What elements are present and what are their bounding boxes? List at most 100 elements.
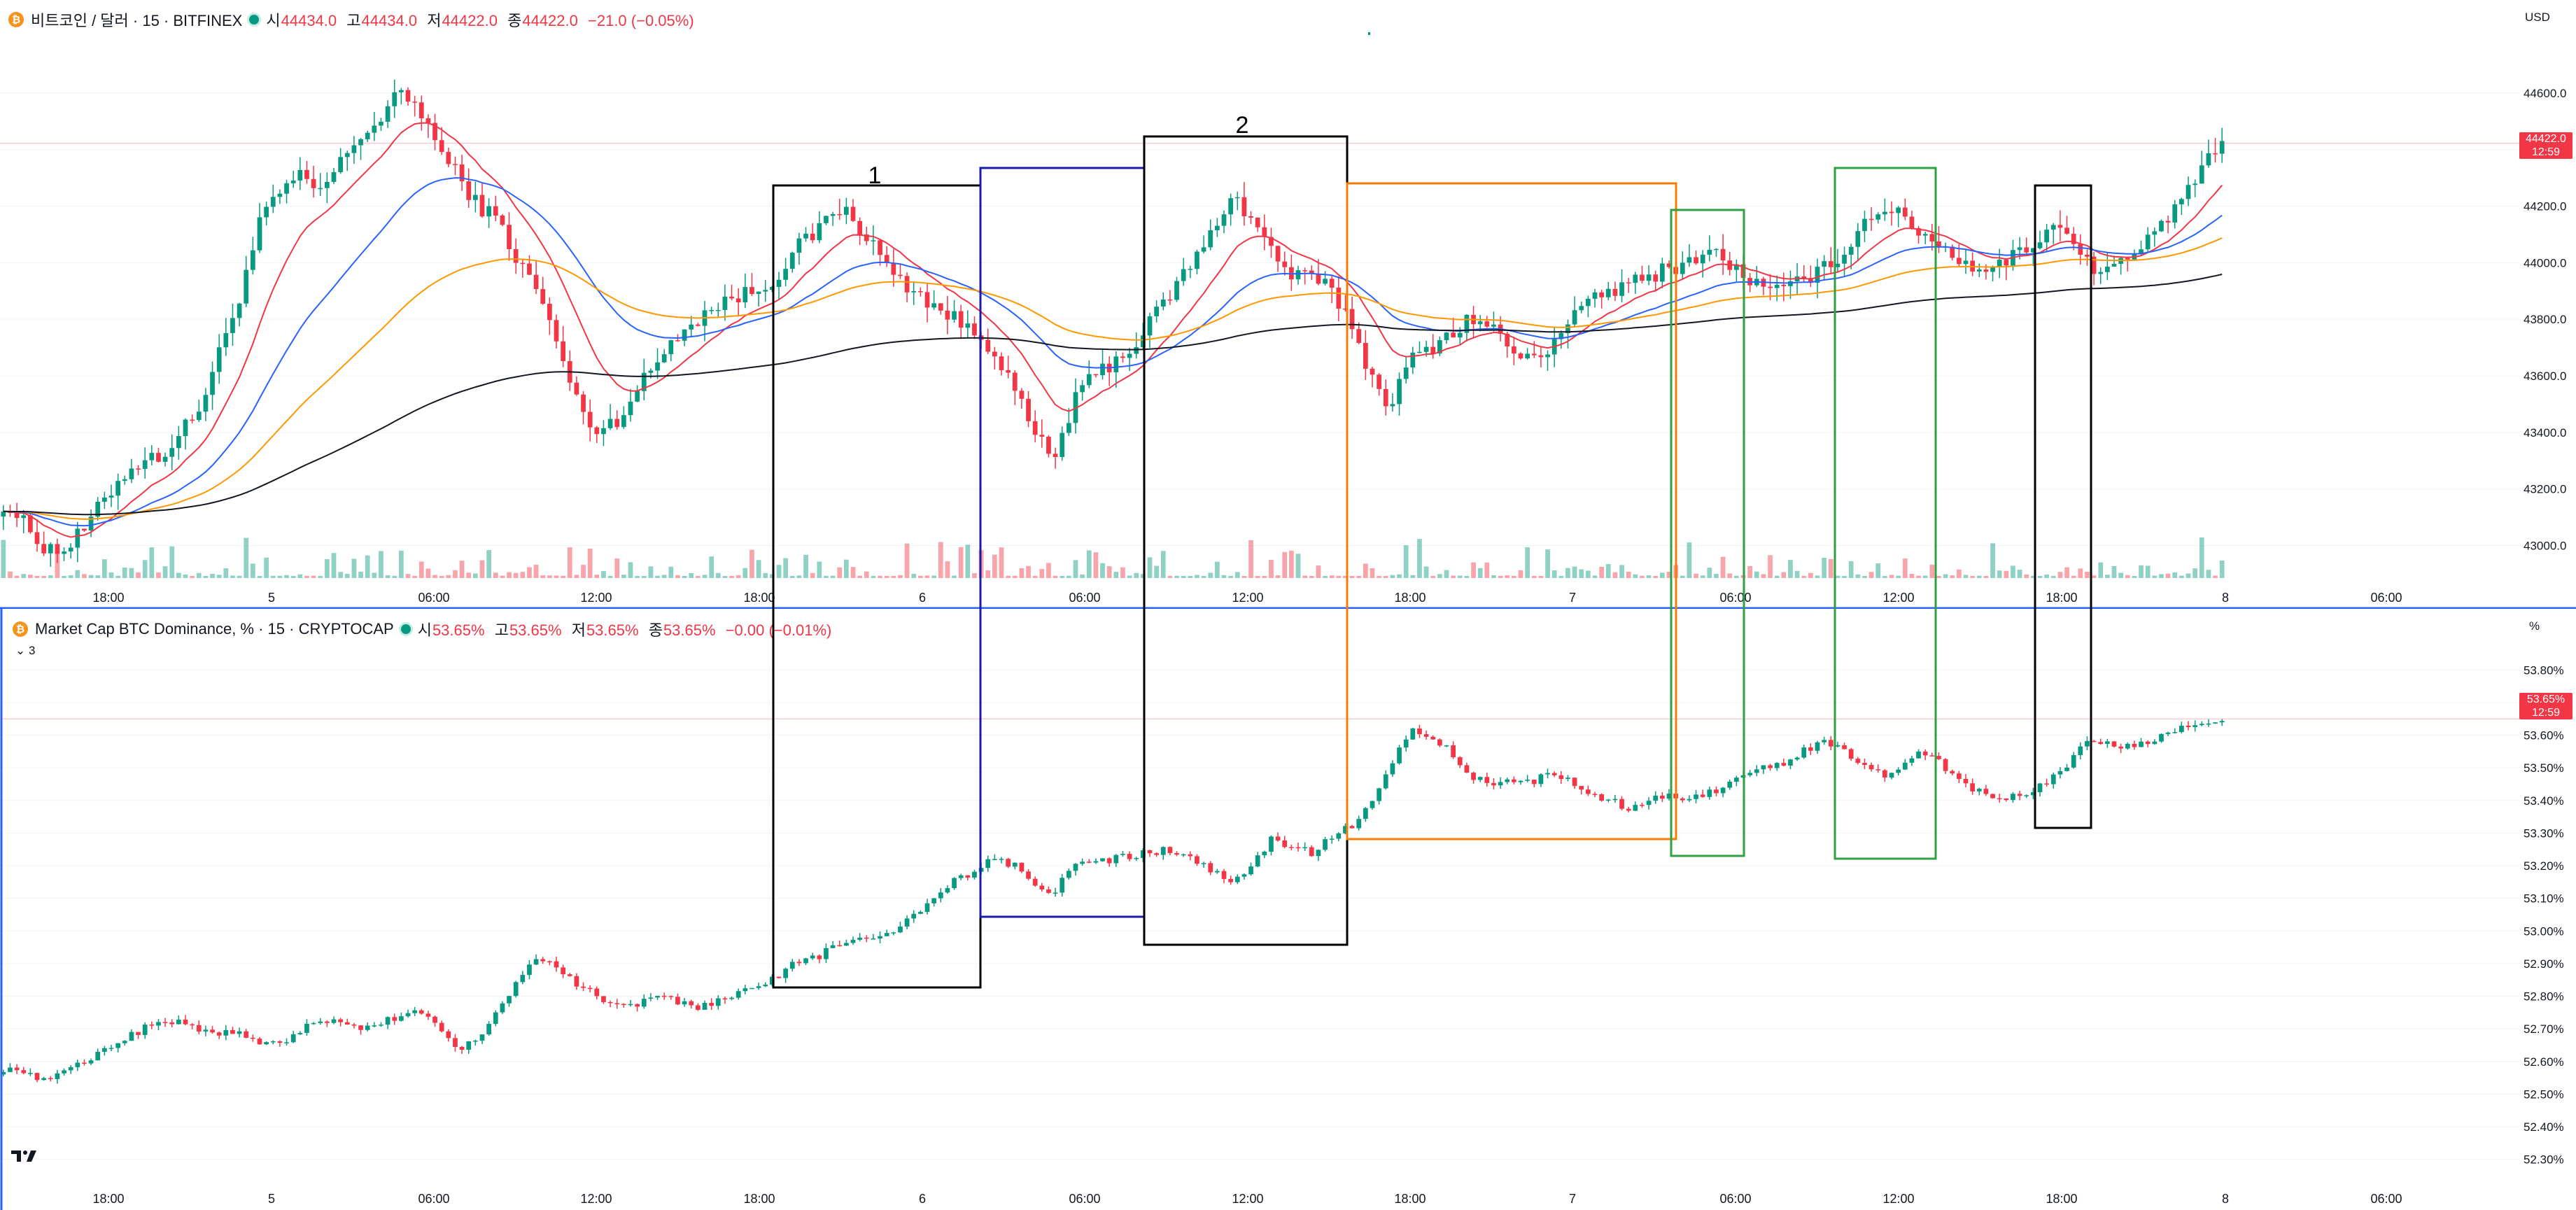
candle xyxy=(1457,757,1463,766)
x-tick-label: 6 xyxy=(919,1192,926,1206)
candle xyxy=(1195,251,1199,269)
volume-bar xyxy=(1410,575,1416,578)
candle xyxy=(237,1031,242,1034)
y-tick-label: 44600.0 xyxy=(2524,87,2566,100)
volume-bar xyxy=(1599,566,1605,578)
volume-bar xyxy=(1983,576,1989,578)
volume-bar xyxy=(1666,572,1672,578)
volume-bar xyxy=(196,572,202,578)
volume-bar xyxy=(1619,565,1624,578)
candle xyxy=(230,318,235,333)
volume-bar xyxy=(1633,574,1638,578)
candle xyxy=(277,1041,283,1043)
indicators-collapse-button[interactable]: ⌄ 3 xyxy=(15,644,35,658)
volume-bar xyxy=(1700,575,1705,578)
candle xyxy=(891,262,896,275)
pane-background xyxy=(0,609,2576,1210)
candle xyxy=(115,1043,121,1048)
volume-bar xyxy=(655,575,660,578)
candle xyxy=(62,551,66,554)
volume-bar xyxy=(237,575,242,578)
volume-bar xyxy=(2085,572,2090,578)
candle xyxy=(999,356,1004,370)
candle xyxy=(1774,763,1780,768)
market-status-icon[interactable] xyxy=(400,624,411,634)
candle xyxy=(88,516,94,531)
candle xyxy=(1768,286,1773,288)
candle xyxy=(129,468,134,479)
dominance-pane[interactable]: 53.80%53.70%53.60%53.50%53.40%53.30%53.2… xyxy=(0,609,2576,1210)
candle xyxy=(1687,257,1692,263)
candle xyxy=(2030,248,2036,253)
candle xyxy=(344,1022,350,1025)
candle xyxy=(830,945,836,948)
x-tick-label: 7 xyxy=(1569,591,1576,605)
currency-unit-button[interactable]: USD xyxy=(2525,10,2550,24)
volume-bar xyxy=(1073,560,1078,578)
candle xyxy=(264,206,269,218)
y-tick-label: 52.70% xyxy=(2524,1022,2564,1036)
volume-bar xyxy=(1208,572,1213,578)
candle xyxy=(2213,722,2218,724)
candle xyxy=(796,962,802,964)
candle xyxy=(101,497,107,502)
dominance-symbol-title[interactable]: Market Cap BTC Dominance, % · 15 · CRYPT… xyxy=(35,620,394,638)
candle xyxy=(1673,267,1679,274)
candle xyxy=(472,1040,478,1042)
volume-bar xyxy=(1377,576,1382,578)
candle xyxy=(1768,765,1773,768)
volume-bar xyxy=(803,554,808,578)
candle xyxy=(1700,254,1705,264)
candle xyxy=(2139,741,2144,747)
candle xyxy=(1862,763,1867,766)
market-status-icon[interactable] xyxy=(249,15,260,24)
volume-bar xyxy=(2159,574,2164,578)
volume-bar xyxy=(1680,575,1685,578)
candle xyxy=(938,303,943,311)
candle xyxy=(486,206,492,217)
volume-bar xyxy=(1343,575,1348,578)
volume-bar xyxy=(1174,575,1179,578)
candle xyxy=(500,1003,505,1013)
candle xyxy=(1983,789,1989,794)
volume-bar xyxy=(1653,575,1659,578)
candle xyxy=(1329,838,1335,840)
x-tick-label: 18:00 xyxy=(1394,591,1426,605)
volume-bar xyxy=(1551,570,1557,578)
x-tick-label: 18:00 xyxy=(92,1192,124,1206)
price-symbol-title[interactable]: 비트코인 / 달러 · 15 · BITFINEX xyxy=(31,12,243,29)
candle xyxy=(250,1037,255,1039)
candle xyxy=(1491,782,1496,786)
volume-bar xyxy=(1862,575,1867,578)
candle xyxy=(115,481,121,496)
volume-bar xyxy=(1120,567,1125,578)
volume-bar xyxy=(1134,572,1139,578)
volume-bar xyxy=(884,575,889,578)
candle xyxy=(1997,798,2002,800)
price-pane[interactable]: 44600.044400.044200.044000.043800.043600… xyxy=(0,0,2576,609)
volume-bar xyxy=(331,553,337,578)
candle xyxy=(1471,773,1476,780)
volume-bar xyxy=(88,575,94,578)
volume-bar xyxy=(507,572,512,578)
candle xyxy=(648,997,654,999)
candle xyxy=(917,291,923,293)
volume-bar xyxy=(1471,562,1476,578)
candle xyxy=(55,544,60,554)
tradingview-logo-icon[interactable] xyxy=(10,1148,43,1163)
candle xyxy=(1531,780,1537,785)
candle xyxy=(2172,732,2178,733)
volume-bar xyxy=(1160,551,1166,578)
candle xyxy=(540,289,546,304)
volume-bar xyxy=(2050,575,2056,578)
candle xyxy=(1875,769,1881,771)
candle xyxy=(1349,309,1355,330)
volume-bar xyxy=(1640,575,1645,578)
candle xyxy=(223,1029,229,1036)
volume-bar xyxy=(101,559,107,578)
candle xyxy=(1390,763,1395,775)
candle xyxy=(601,428,606,435)
volume-bar xyxy=(1370,568,1375,578)
volume-bar xyxy=(1848,561,1854,578)
volume-bar xyxy=(68,575,73,578)
